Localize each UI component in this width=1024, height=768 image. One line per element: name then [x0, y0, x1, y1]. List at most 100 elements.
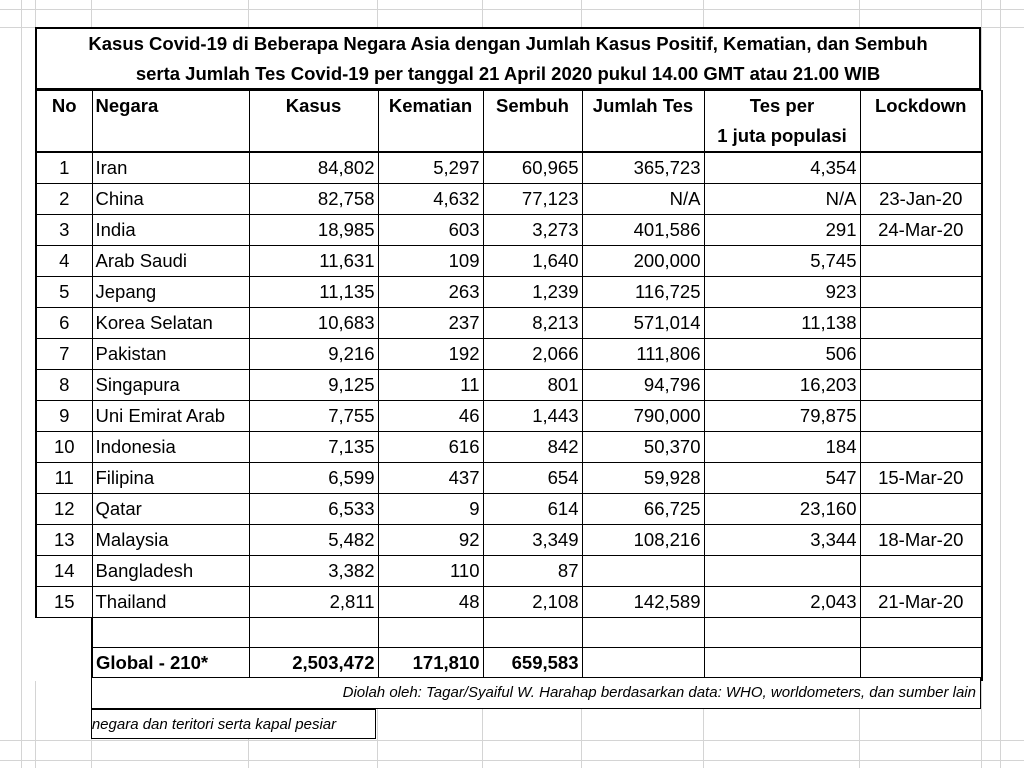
cell-jumlah-tes[interactable]: 108,216: [581, 524, 705, 556]
spacer-cell[interactable]: [377, 617, 484, 648]
cell-kematian[interactable]: 237: [377, 307, 484, 339]
cell-kasus[interactable]: 3,382: [248, 555, 379, 587]
cell-jumlah-tes[interactable]: 116,725: [581, 276, 705, 308]
cell-jumlah-tes[interactable]: 142,589: [581, 586, 705, 618]
cell-no[interactable]: 15: [35, 586, 93, 618]
cell-negara[interactable]: Filipina: [91, 462, 250, 494]
cell-negara[interactable]: Uni Emirat Arab: [91, 400, 250, 432]
cell-kasus[interactable]: 84,802: [248, 151, 379, 184]
header-kematian[interactable]: Kematian: [377, 90, 484, 121]
cell-negara[interactable]: China: [91, 183, 250, 215]
cell-no[interactable]: 7: [35, 338, 93, 370]
spacer-cell[interactable]: [482, 617, 583, 648]
cell-kematian[interactable]: 616: [377, 431, 484, 463]
cell-no[interactable]: 4: [35, 245, 93, 277]
cell-tes-per-juta[interactable]: 2,043: [703, 586, 861, 618]
cell-lockdown[interactable]: [859, 555, 983, 587]
cell-negara[interactable]: India: [91, 214, 250, 246]
source-note[interactable]: Diolah oleh: Tagar/Syaiful W. Harahap be…: [91, 677, 981, 709]
cell-kematian[interactable]: 92: [377, 524, 484, 556]
cell-kematian[interactable]: 5,297: [377, 151, 484, 184]
cell-tes-per-juta[interactable]: 11,138: [703, 307, 861, 339]
cell-kematian[interactable]: 110: [377, 555, 484, 587]
cell-no[interactable]: 6: [35, 307, 93, 339]
cell-lockdown[interactable]: [859, 493, 983, 525]
cell-tes-per-juta[interactable]: [703, 555, 861, 587]
cell-tes-per-juta[interactable]: N/A: [703, 183, 861, 215]
cell-jumlah-tes[interactable]: 571,014: [581, 307, 705, 339]
cell-no[interactable]: 5: [35, 276, 93, 308]
cell-lockdown[interactable]: [859, 276, 983, 308]
spacer-cell[interactable]: [859, 617, 983, 648]
header-kasus[interactable]: Kasus: [248, 90, 379, 121]
cell-tes-per-juta[interactable]: 23,160: [703, 493, 861, 525]
cell-tes-per-juta[interactable]: 5,745: [703, 245, 861, 277]
cell-jumlah-tes[interactable]: [581, 555, 705, 587]
global-label[interactable]: Global - 210*: [91, 647, 250, 681]
header-jumlah-tes[interactable]: Jumlah Tes: [581, 90, 705, 121]
cell-kematian[interactable]: 603: [377, 214, 484, 246]
cell-sembuh[interactable]: 654: [482, 462, 583, 494]
spacer-cell[interactable]: [36, 617, 92, 648]
cell-negara[interactable]: Bangladesh: [91, 555, 250, 587]
cell-kasus[interactable]: 9,216: [248, 338, 379, 370]
cell-lockdown[interactable]: 18-Mar-20: [859, 524, 983, 556]
cell-kasus[interactable]: 7,755: [248, 400, 379, 432]
cell-no[interactable]: 2: [35, 183, 93, 215]
header-tes-per-juta[interactable]: 1 juta populasi: [703, 121, 861, 153]
global-empty[interactable]: [36, 648, 92, 680]
cell-no[interactable]: 8: [35, 369, 93, 401]
cell-lockdown[interactable]: 24-Mar-20: [859, 214, 983, 246]
cell-negara[interactable]: Indonesia: [91, 431, 250, 463]
cell-tes-per-juta[interactable]: 547: [703, 462, 861, 494]
cell-kematian[interactable]: 192: [377, 338, 484, 370]
cell-sembuh[interactable]: 2,066: [482, 338, 583, 370]
cell-no[interactable]: 11: [35, 462, 93, 494]
cell-jumlah-tes[interactable]: 66,725: [581, 493, 705, 525]
cell-sembuh[interactable]: 614: [482, 493, 583, 525]
cell-kasus[interactable]: 11,631: [248, 245, 379, 277]
cell-kematian[interactable]: 4,632: [377, 183, 484, 215]
cell-kasus[interactable]: 18,985: [248, 214, 379, 246]
cell-jumlah-tes[interactable]: 365,723: [581, 151, 705, 184]
cell-jumlah-tes[interactable]: N/A: [581, 183, 705, 215]
cell-jumlah-tes[interactable]: 94,796: [581, 369, 705, 401]
cell-negara[interactable]: Qatar: [91, 493, 250, 525]
cell-kematian[interactable]: 46: [377, 400, 484, 432]
header-cell-empty[interactable]: [248, 121, 379, 153]
cell-tes-per-juta[interactable]: 923: [703, 276, 861, 308]
cell-lockdown[interactable]: [859, 369, 983, 401]
cell-jumlah-tes[interactable]: 50,370: [581, 431, 705, 463]
cell-negara[interactable]: Singapura: [91, 369, 250, 401]
cell-sembuh[interactable]: 60,965: [482, 151, 583, 184]
cell-tes-per-juta[interactable]: 184: [703, 431, 861, 463]
spacer-cell[interactable]: [703, 617, 861, 648]
header-no[interactable]: No: [35, 90, 93, 121]
cell-lockdown[interactable]: [859, 400, 983, 432]
cell-lockdown[interactable]: [859, 431, 983, 463]
cell-negara[interactable]: Arab Saudi: [91, 245, 250, 277]
cell-tes-per-juta[interactable]: 4,354: [703, 151, 861, 184]
global-kasus[interactable]: 2,503,472: [248, 647, 379, 681]
header-cell-empty[interactable]: [482, 121, 583, 153]
cell-kematian[interactable]: 109: [377, 245, 484, 277]
cell-kematian[interactable]: 263: [377, 276, 484, 308]
footnote[interactable]: *negara dan teritori serta kapal pesiar: [91, 709, 376, 739]
cell-kasus[interactable]: 5,482: [248, 524, 379, 556]
cell-no[interactable]: 10: [35, 431, 93, 463]
cell-sembuh[interactable]: 87: [482, 555, 583, 587]
cell-kematian[interactable]: 9: [377, 493, 484, 525]
cell-lockdown[interactable]: 23-Jan-20: [859, 183, 983, 215]
cell-kasus[interactable]: 9,125: [248, 369, 379, 401]
cell-kasus[interactable]: 7,135: [248, 431, 379, 463]
cell-lockdown[interactable]: [859, 307, 983, 339]
cell-no[interactable]: 13: [35, 524, 93, 556]
cell-tes-per-juta[interactable]: 291: [703, 214, 861, 246]
header-negara[interactable]: Negara: [91, 90, 250, 121]
cell-jumlah-tes[interactable]: 200,000: [581, 245, 705, 277]
cell-sembuh[interactable]: 3,349: [482, 524, 583, 556]
cell-tes-per-juta[interactable]: 506: [703, 338, 861, 370]
cell-kasus[interactable]: 6,599: [248, 462, 379, 494]
cell-negara[interactable]: Jepang: [91, 276, 250, 308]
cell-kasus[interactable]: 6,533: [248, 493, 379, 525]
